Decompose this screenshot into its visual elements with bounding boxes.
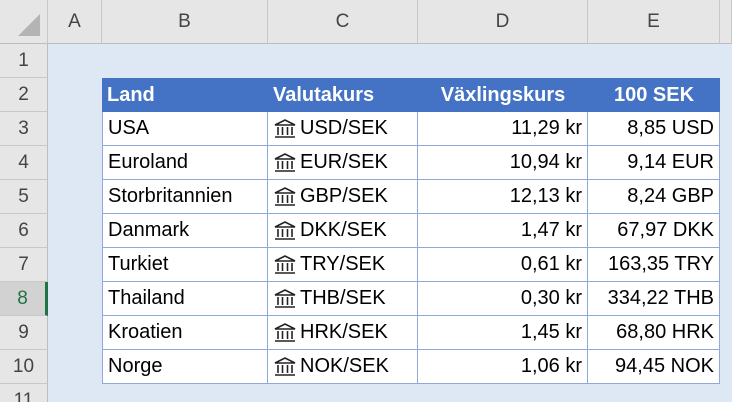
cell-text: 67,97 DKK	[617, 219, 714, 241]
table-cell[interactable]: USA	[102, 112, 268, 146]
cell-text: Thailand	[108, 287, 185, 309]
cell-text: Kroatien	[108, 321, 183, 343]
row-header[interactable]: 10	[0, 350, 48, 384]
column-header[interactable]: A	[48, 0, 102, 44]
table-cell[interactable]: 67,97 DKK	[588, 214, 720, 248]
cell-text: 1,47 kr	[520, 219, 582, 241]
table-cell[interactable]: 334,22 THB	[588, 282, 720, 316]
table-cell[interactable]: DKK/SEK	[268, 214, 418, 248]
table-cell[interactable]: THB/SEK	[268, 282, 418, 316]
table-cell[interactable]: 10,94 kr	[418, 146, 588, 180]
table-cell[interactable]: Kroatien	[102, 316, 268, 350]
cell-text: 0,61 kr	[520, 253, 582, 275]
table-cell[interactable]: 94,45 NOK	[588, 350, 720, 384]
table-cell[interactable]: 11,29 kr	[418, 112, 588, 146]
table-cell[interactable]: 163,35 TRY	[588, 248, 720, 282]
row-header[interactable]: 11	[0, 384, 48, 402]
cell-text: 163,35 TRY	[607, 253, 714, 275]
cell-text: 12,13 kr	[509, 185, 582, 207]
cell-text: 8,24 GBP	[627, 185, 714, 207]
table-cell[interactable]: Thailand	[102, 282, 268, 316]
table-cell[interactable]: EUR/SEK	[268, 146, 418, 180]
cell-text: GBP/SEK	[300, 185, 388, 207]
table-cell[interactable]: GBP/SEK	[268, 180, 418, 214]
select-all-corner[interactable]	[0, 0, 48, 44]
row-header[interactable]: 7	[0, 248, 48, 282]
table-cell[interactable]: NOK/SEK	[268, 350, 418, 384]
cell-text: Storbritannien	[108, 185, 233, 207]
cell-text: Danmark	[108, 219, 190, 241]
bank-icon	[274, 356, 296, 376]
bank-icon	[274, 152, 296, 172]
table-cell[interactable]: Euroland	[102, 146, 268, 180]
table-cell[interactable]: Danmark	[102, 214, 268, 248]
cell-text: THB/SEK	[300, 287, 386, 309]
column-header[interactable]: D	[418, 0, 588, 44]
table-cell[interactable]: USD/SEK	[268, 112, 418, 146]
table-cell[interactable]: Turkiet	[102, 248, 268, 282]
table-cell[interactable]: 0,61 kr	[418, 248, 588, 282]
bank-icon	[274, 118, 296, 138]
table-header-cell[interactable]: Valutakurs	[268, 78, 418, 112]
bank-icon	[274, 322, 296, 342]
bank-icon	[274, 288, 296, 308]
cell-text: USD/SEK	[300, 117, 388, 139]
bank-icon	[274, 254, 296, 274]
table-cell[interactable]: 8,24 GBP	[588, 180, 720, 214]
cell-text: 9,14 EUR	[627, 151, 714, 173]
row-header[interactable]: 2	[0, 78, 48, 112]
cell-text: 10,94 kr	[509, 151, 582, 173]
cell-text: 0,30 kr	[520, 287, 582, 309]
cell-text: 8,85 USD	[627, 117, 714, 139]
row-header[interactable]: 9	[0, 316, 48, 350]
column-header[interactable]: E	[588, 0, 720, 44]
column-header[interactable]: B	[102, 0, 268, 44]
table-cell[interactable]: 68,80 HRK	[588, 316, 720, 350]
table-cell[interactable]: 12,13 kr	[418, 180, 588, 214]
row-header[interactable]: 1	[0, 44, 48, 78]
bank-icon	[274, 186, 296, 206]
table-cell[interactable]: 1,47 kr	[418, 214, 588, 248]
column-header-blank	[720, 0, 732, 44]
table-header-cell[interactable]: 100 SEK	[588, 78, 720, 112]
table-cell[interactable]: Norge	[102, 350, 268, 384]
row-header[interactable]: 5	[0, 180, 48, 214]
cell-text: 11,29 kr	[511, 117, 582, 139]
row-header[interactable]: 4	[0, 146, 48, 180]
cell-text: 68,80 HRK	[616, 321, 714, 343]
row-header[interactable]: 6	[0, 214, 48, 248]
cell-text: Euroland	[108, 151, 189, 173]
cell-text: 1,06 kr	[520, 355, 582, 377]
cell-text: HRK/SEK	[300, 321, 388, 343]
table-cell[interactable]: 1,45 kr	[418, 316, 588, 350]
cell-text: Norge	[108, 355, 163, 377]
bank-icon	[274, 220, 296, 240]
cell-text: Turkiet	[108, 253, 169, 275]
cell-text: USA	[108, 117, 150, 139]
table-cell[interactable]: 0,30 kr	[418, 282, 588, 316]
cell-text: 1,45 kr	[520, 321, 582, 343]
table-cell[interactable]: 9,14 EUR	[588, 146, 720, 180]
column-header[interactable]: C	[268, 0, 418, 44]
cell-text: TRY/SEK	[300, 253, 386, 275]
cell-text: NOK/SEK	[300, 355, 389, 377]
table-cell[interactable]: HRK/SEK	[268, 316, 418, 350]
cell-text: EUR/SEK	[300, 151, 388, 173]
cell-text: DKK/SEK	[300, 219, 387, 241]
cell-text: 334,22 THB	[607, 287, 714, 309]
corner-triangle	[18, 13, 40, 36]
table-header-cell[interactable]: Växlingskurs	[418, 78, 588, 112]
cell-text: 94,45 NOK	[615, 355, 714, 377]
table-cell[interactable]: 8,85 USD	[588, 112, 720, 146]
table-header-cell[interactable]: Land	[102, 78, 268, 112]
table-cell[interactable]: TRY/SEK	[268, 248, 418, 282]
table-cell[interactable]: Storbritannien	[102, 180, 268, 214]
table-cell[interactable]: 1,06 kr	[418, 350, 588, 384]
row-header[interactable]: 8	[0, 282, 48, 316]
row-header[interactable]: 3	[0, 112, 48, 146]
